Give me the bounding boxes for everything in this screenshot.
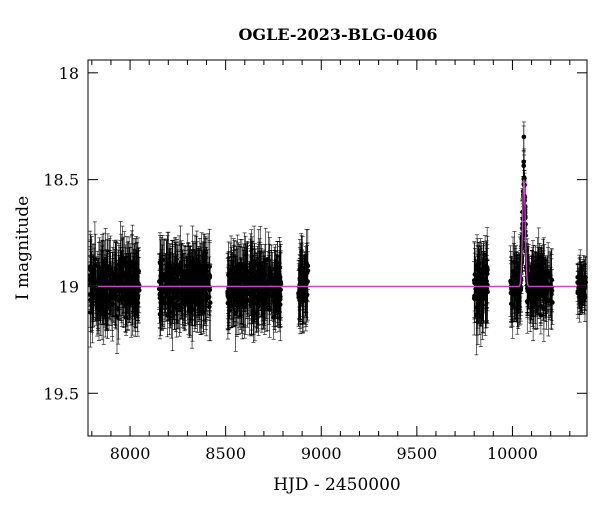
data-points-layer	[87, 121, 588, 356]
data-point	[531, 274, 537, 280]
data-point	[251, 309, 256, 315]
data-point	[508, 278, 513, 284]
data-point	[178, 269, 184, 274]
data-point	[230, 287, 236, 292]
data-point	[112, 279, 117, 285]
data-point	[259, 278, 264, 283]
data-point	[278, 279, 284, 285]
data-point	[265, 278, 271, 284]
data-point	[485, 289, 490, 295]
data-point	[126, 278, 131, 284]
data-point	[97, 294, 102, 299]
data-point	[233, 276, 238, 282]
data-point	[271, 292, 277, 297]
data-point	[534, 288, 540, 293]
data-point	[92, 257, 98, 262]
data-point	[300, 265, 305, 271]
data-point	[473, 288, 479, 294]
data-point	[249, 299, 255, 305]
data-point	[104, 301, 110, 307]
data-point	[251, 288, 257, 294]
data-point	[510, 269, 516, 274]
data-point	[476, 262, 481, 267]
data-point	[302, 274, 308, 280]
data-point	[121, 287, 127, 292]
data-point	[549, 292, 554, 297]
data-point	[239, 301, 244, 307]
data-point	[298, 277, 303, 283]
data-point	[162, 290, 168, 295]
data-point	[101, 260, 107, 265]
data-point	[304, 292, 310, 297]
data-point	[175, 295, 181, 301]
data-point	[246, 290, 252, 296]
data-point	[271, 315, 276, 320]
data-point	[135, 295, 141, 301]
data-point	[472, 293, 477, 299]
data-point	[238, 270, 243, 276]
data-point	[245, 274, 250, 280]
chart-title: OGLE-2023-BLG-0406	[238, 25, 437, 44]
data-point	[207, 274, 213, 280]
data-point	[541, 306, 547, 312]
data-point	[157, 292, 163, 297]
data-point	[167, 275, 172, 281]
data-point	[249, 258, 255, 264]
data-point	[115, 307, 121, 312]
data-point	[167, 296, 173, 302]
data-point	[476, 267, 481, 273]
data-point	[95, 304, 101, 309]
data-point	[131, 278, 137, 283]
data-point	[125, 291, 131, 296]
data-point	[275, 288, 280, 294]
data-point	[533, 294, 539, 300]
data-point	[102, 294, 108, 300]
data-point	[480, 276, 486, 282]
data-point	[172, 268, 178, 273]
data-point	[116, 261, 122, 267]
data-point	[260, 290, 266, 296]
data-point	[179, 293, 185, 298]
data-point	[107, 266, 113, 272]
data-point	[172, 304, 178, 310]
data-point	[200, 309, 206, 314]
data-point	[181, 287, 187, 292]
data-point	[172, 290, 177, 296]
data-point	[201, 291, 206, 297]
data-point	[241, 274, 247, 280]
data-point	[182, 300, 188, 306]
data-point	[188, 288, 194, 294]
data-point	[225, 292, 231, 297]
data-point	[193, 293, 198, 299]
data-point	[123, 315, 129, 321]
data-point	[475, 308, 481, 314]
data-point	[109, 292, 115, 297]
data-point	[296, 292, 302, 298]
data-point	[159, 276, 165, 282]
data-point	[118, 256, 123, 262]
data-point	[530, 304, 536, 310]
data-point	[88, 264, 93, 269]
data-point	[550, 300, 555, 305]
data-point	[477, 292, 482, 298]
data-point	[305, 279, 310, 284]
data-point	[193, 267, 199, 273]
data-point	[249, 267, 255, 272]
data-point	[243, 265, 248, 271]
data-point	[253, 278, 259, 283]
data-point	[481, 280, 487, 286]
data-point	[206, 294, 212, 300]
data-point	[228, 274, 233, 279]
data-point	[229, 278, 234, 284]
data-point	[129, 264, 135, 270]
data-point	[256, 274, 262, 279]
